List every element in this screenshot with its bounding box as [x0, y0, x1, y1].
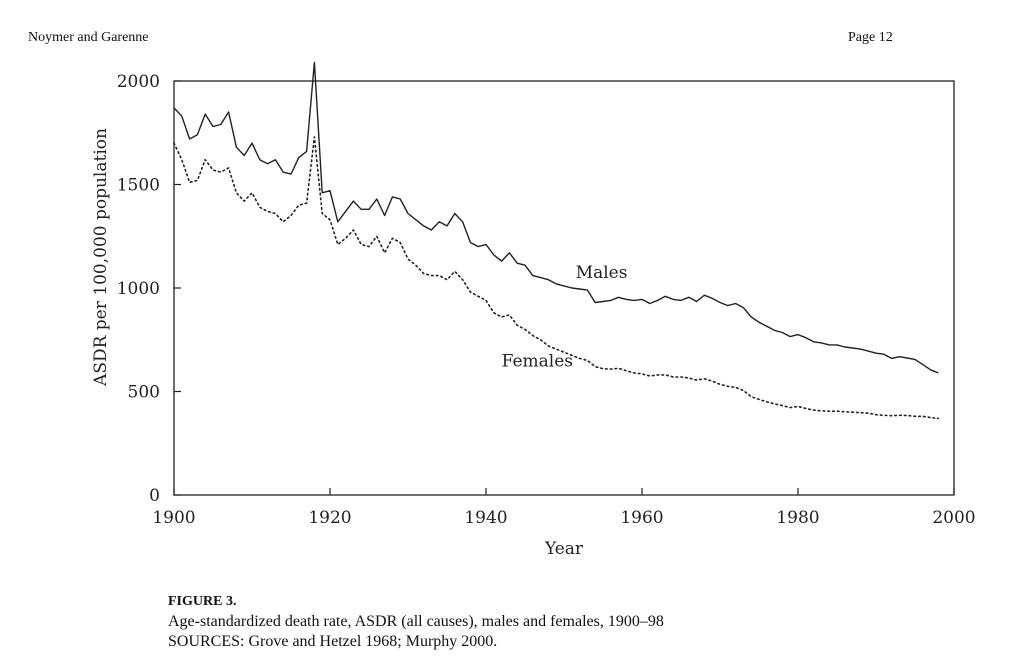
series-label-males: Males — [576, 263, 628, 283]
x-tick-label-1960: 1960 — [620, 508, 663, 528]
y-axis: 0 500 1000 1500 2000 — [117, 72, 181, 506]
x-tick-label-2000: 2000 — [932, 508, 975, 528]
x-axis: 1900 1920 1940 1960 1980 2000 — [152, 488, 976, 528]
figure-description: Age-standardized death rate, ASDR (all c… — [168, 613, 664, 630]
y-tick-label-500: 500 — [128, 383, 160, 403]
asdr-line-chart: 1900 1920 1940 1960 1980 2000 0 500 1000 1500 200… — [91, 61, 976, 559]
y-tick-label-1000: 1000 — [117, 279, 160, 299]
series-line-females — [173, 136, 940, 420]
x-tick-label-1920: 1920 — [308, 508, 351, 528]
figure-caption: FIGURE 3. Age-standardized death rate, A… — [168, 592, 664, 652]
series-line-males — [173, 61, 939, 374]
x-tick-label-1940: 1940 — [464, 508, 507, 528]
running-header-authors: Noymer and Garenne — [28, 30, 149, 45]
y-tick-label-0: 0 — [149, 486, 160, 506]
x-tick-label-1900: 1900 — [152, 508, 195, 528]
figure-sources: SOURCES: Grove and Hetzel 1968; Murphy 2… — [168, 633, 498, 650]
figure-label: FIGURE 3. — [168, 594, 237, 609]
x-axis-title: Year — [544, 539, 584, 559]
series-layer: Males Females — [173, 61, 940, 420]
series-label-females: Females — [502, 352, 573, 372]
x-tick-label-1980: 1980 — [776, 508, 819, 528]
y-tick-label-1500: 1500 — [117, 176, 160, 196]
plot-frame — [173, 80, 955, 496]
page-number: Page 12 — [848, 30, 893, 45]
y-axis-title: ASDR per 100,000 population — [91, 128, 111, 387]
y-tick-label-2000: 2000 — [117, 72, 160, 92]
